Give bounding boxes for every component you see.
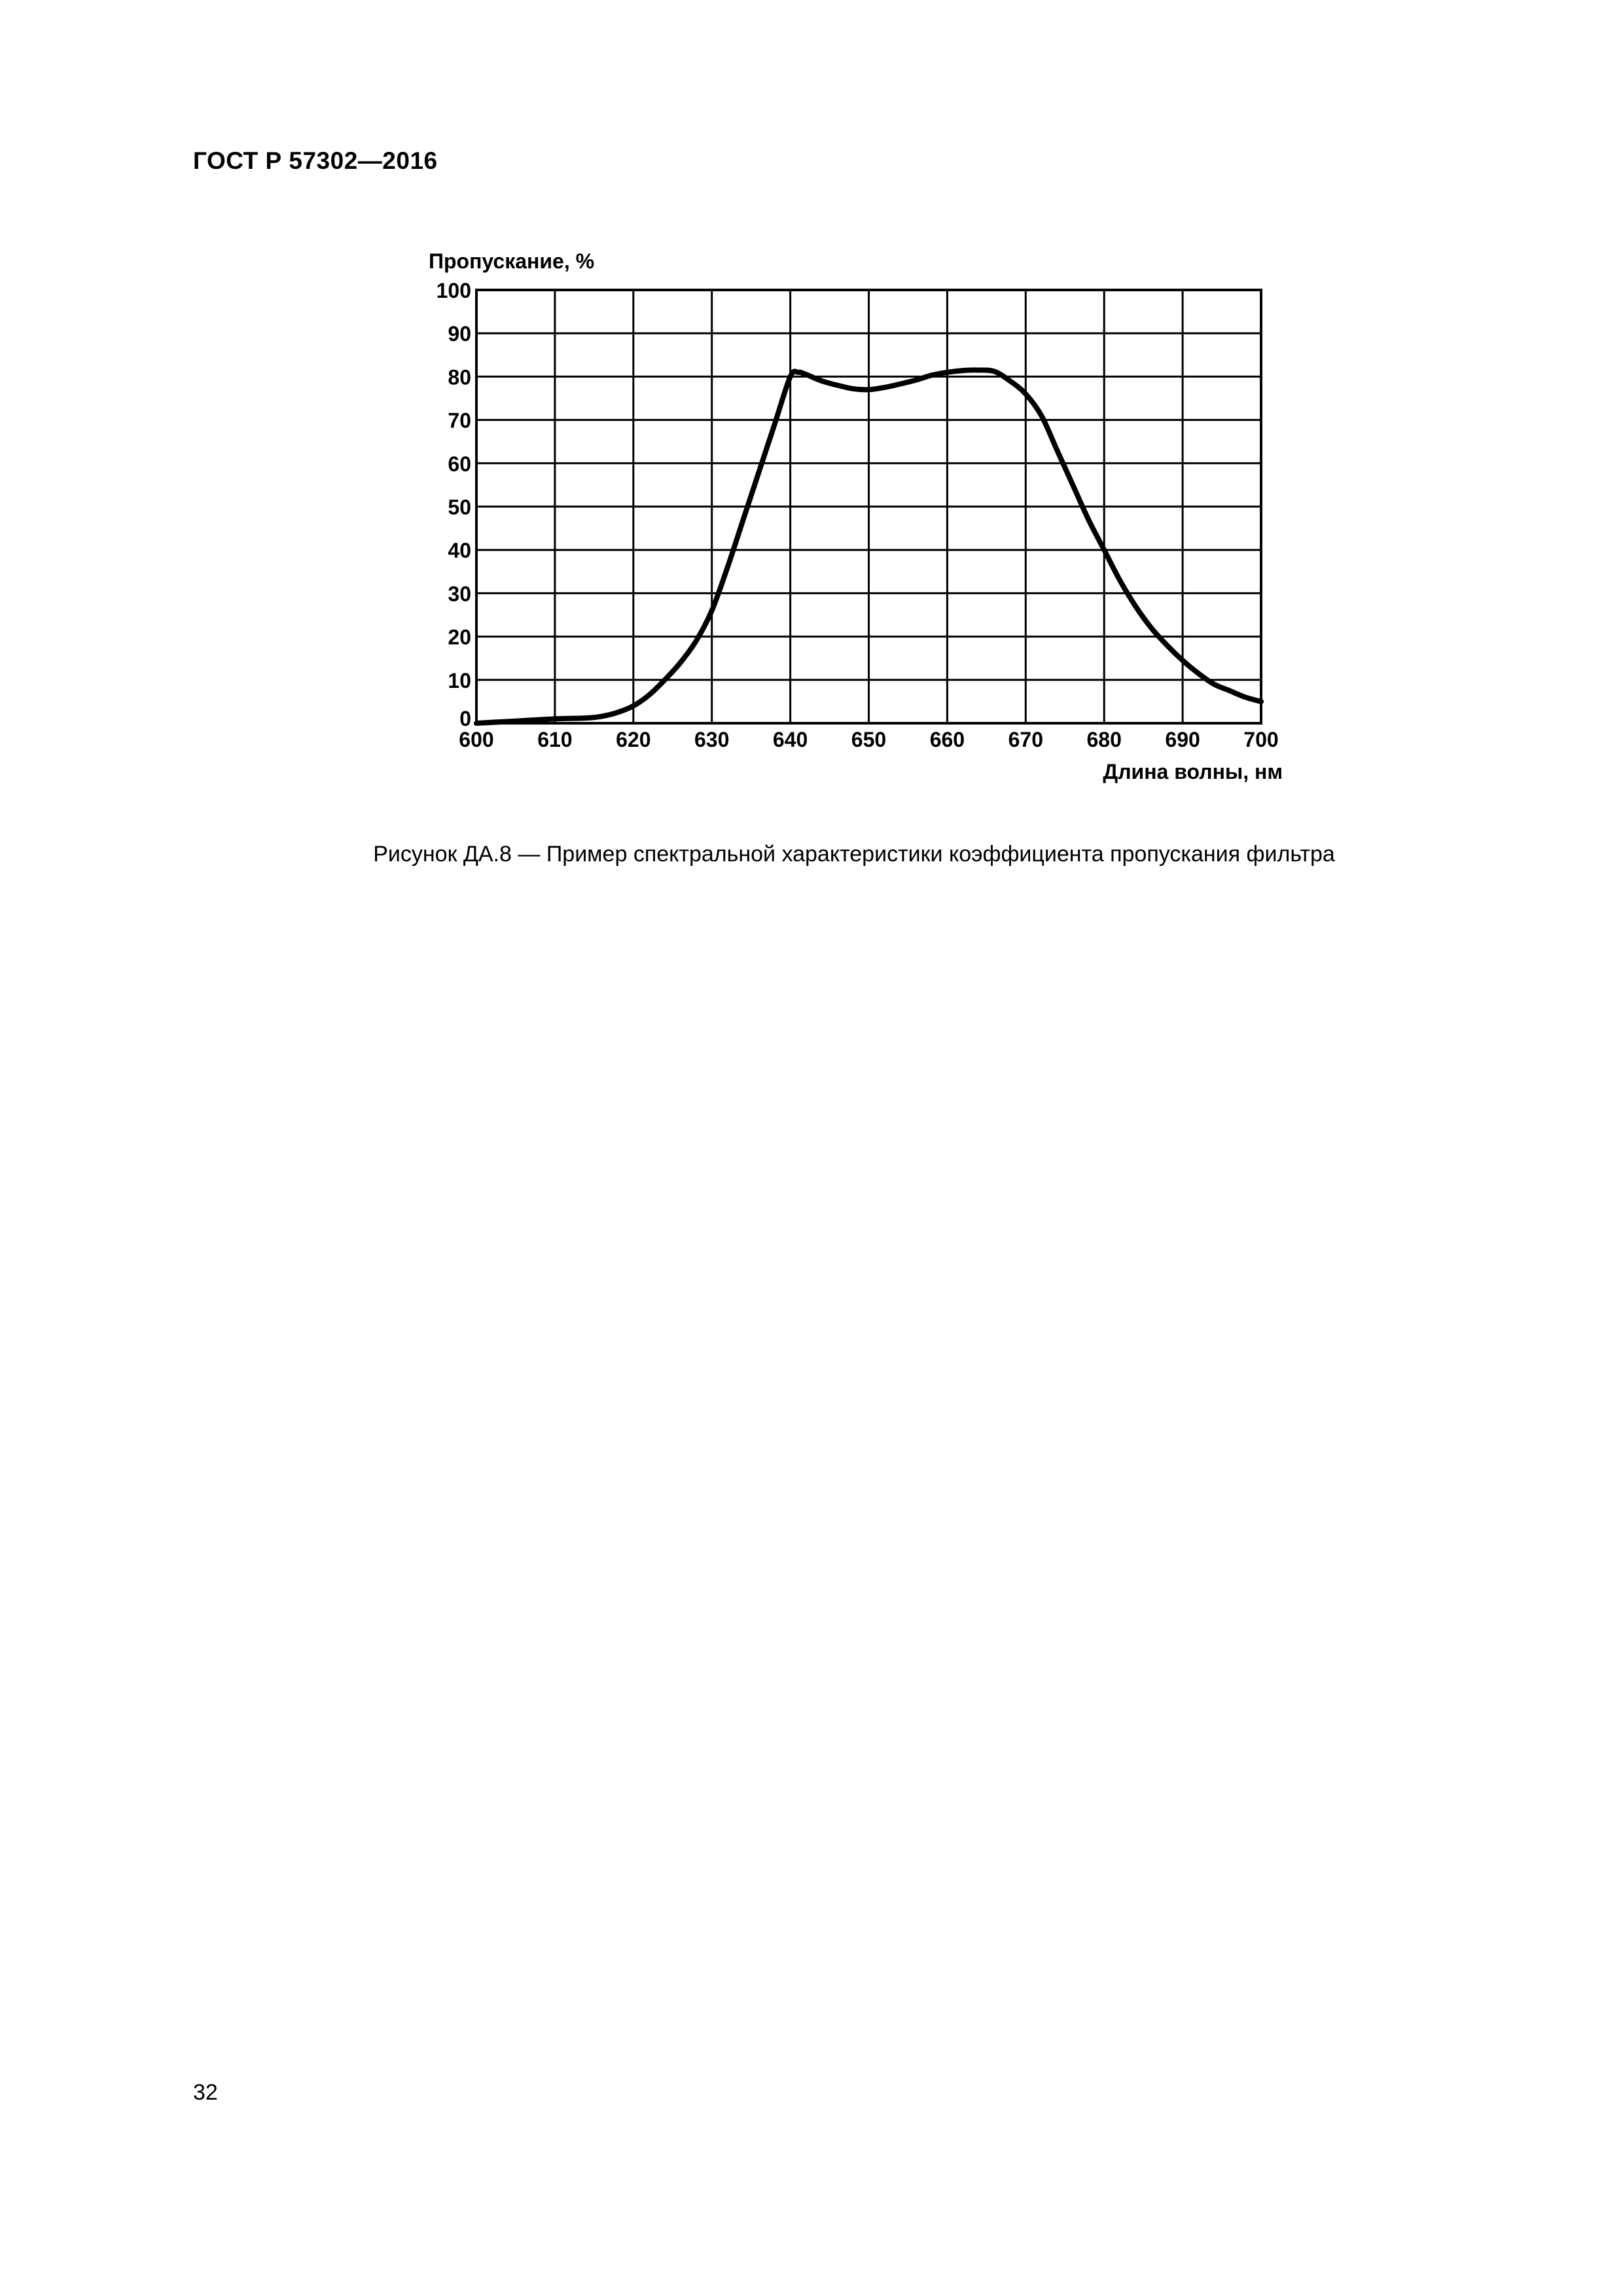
y-tick-labels: 0 10 20 30 40 50 60 70 80 90 100	[437, 279, 471, 730]
y-tick-label: 50	[448, 495, 471, 519]
x-tick-label: 640	[773, 728, 808, 751]
transmission-chart: Пропускание, % Длина волны, нм 0 10 20 30 40…	[429, 249, 1283, 783]
x-tick-label: 620	[616, 728, 651, 751]
y-tick-label: 40	[448, 539, 471, 562]
x-tick-label: 630	[694, 728, 729, 751]
y-tick-label: 90	[448, 322, 471, 346]
page-number: 32	[193, 2080, 218, 2105]
plot-frame	[475, 289, 1262, 725]
x-axis-label: Длина волны, нм	[1103, 760, 1283, 783]
figure-caption: Рисунок ДА.8 — Пример спектральной харак…	[373, 842, 1335, 867]
x-tick-label: 660	[930, 728, 965, 751]
document-code-header: ГОСТ Р 57302—2016	[193, 147, 438, 174]
y-tick-label: 60	[448, 452, 471, 476]
y-tick-label: 10	[448, 669, 471, 692]
y-tick-label: 20	[448, 626, 471, 649]
x-tick-label: 670	[1008, 728, 1043, 751]
x-tick-label: 680	[1087, 728, 1122, 751]
y-tick-label: 80	[448, 365, 471, 389]
x-tick-label: 690	[1165, 728, 1200, 751]
y-tick-label: 100	[437, 279, 471, 302]
x-tick-labels: 600 610 620 630 640 650 660 670 680 690 700	[459, 728, 1278, 751]
y-tick-label: 30	[448, 582, 471, 605]
x-tick-label: 700	[1243, 728, 1278, 751]
chart-grid	[475, 289, 1262, 725]
y-tick-label: 0	[459, 707, 471, 730]
y-axis-label: Пропускание, %	[429, 249, 594, 273]
transmission-curve	[474, 367, 1264, 726]
x-tick-label: 600	[459, 728, 493, 751]
x-tick-label: 650	[851, 728, 886, 751]
y-tick-label: 70	[448, 409, 471, 433]
x-tick-label: 610	[537, 728, 572, 751]
